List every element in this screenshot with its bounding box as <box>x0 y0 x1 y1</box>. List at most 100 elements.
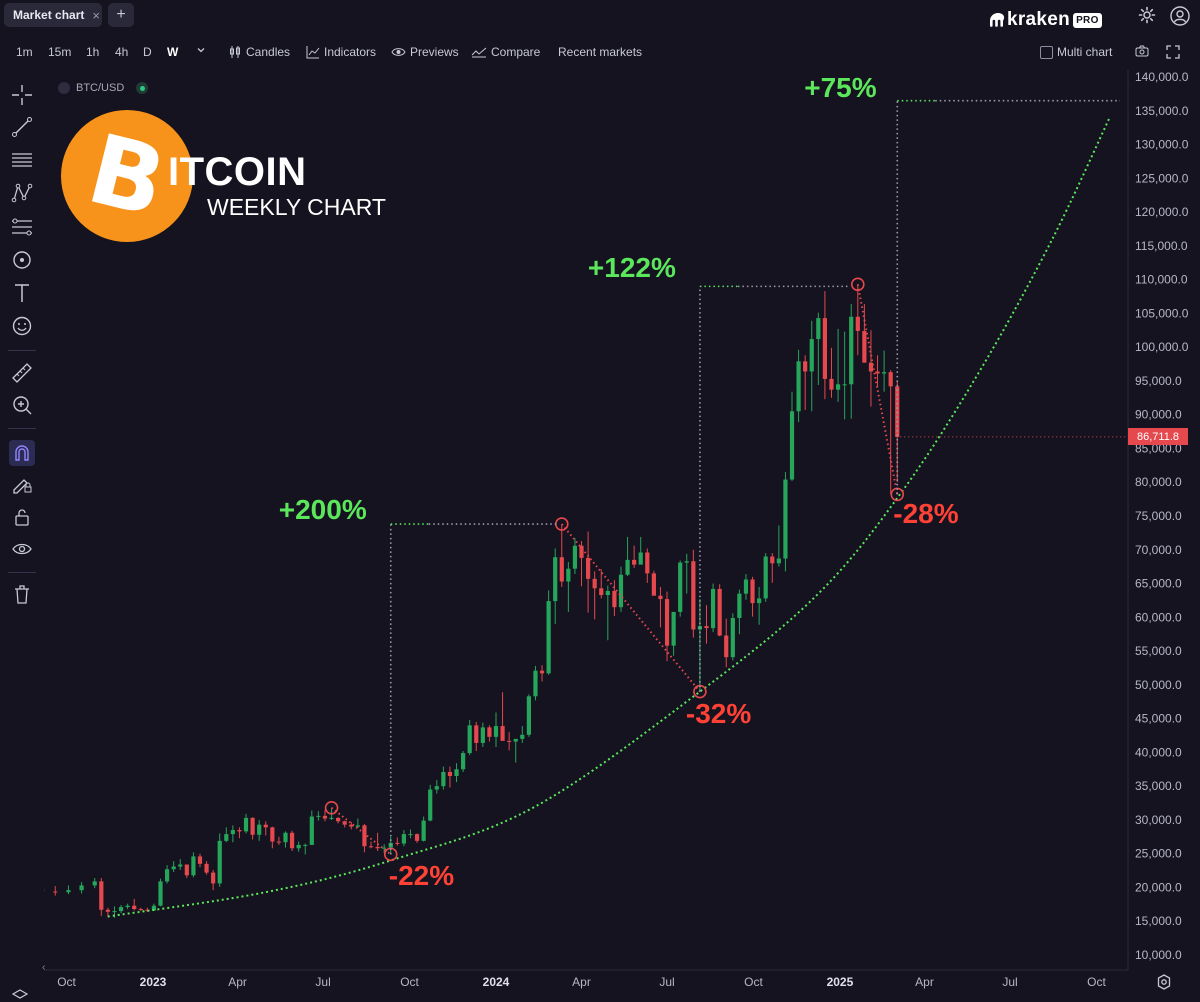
candle-body <box>803 361 808 372</box>
previews-button[interactable]: Previews <box>391 45 459 59</box>
x-tick-label: Jul <box>315 975 330 989</box>
sidebar-divider <box>8 572 36 573</box>
y-tick-label: 80,000.0 <box>1135 475 1182 489</box>
ruler-tool[interactable] <box>11 362 33 384</box>
user-avatar-icon[interactable] <box>1170 6 1190 26</box>
candle-body <box>724 635 729 658</box>
x-tick-label: Jul <box>659 975 674 989</box>
settings-gear-icon[interactable] <box>1138 6 1156 24</box>
drawdown-percent-label: -22% <box>388 860 455 892</box>
candle-body <box>434 786 439 790</box>
shapes-tool[interactable] <box>11 249 33 271</box>
symbol-icon <box>58 82 70 94</box>
candle-body <box>612 590 617 608</box>
symbol-legend: BTC/USD <box>58 80 149 96</box>
candle-body <box>230 830 235 835</box>
candle-body <box>605 590 610 596</box>
y-tick-label: 125,000.0 <box>1135 171 1189 185</box>
zoom-tool[interactable] <box>11 394 33 416</box>
candle-body <box>217 840 222 884</box>
x-tick-label: Apr <box>915 975 934 989</box>
lock-drawings-tool[interactable] <box>11 473 33 495</box>
candle-body <box>382 847 387 849</box>
candle-body <box>789 411 795 480</box>
candle-body <box>421 820 426 841</box>
candle-body <box>599 588 604 596</box>
new-tab-button[interactable]: + <box>108 3 134 27</box>
y-tick-label: 35,000.0 <box>1135 779 1182 793</box>
visibility-tool[interactable] <box>11 538 33 560</box>
candle-body <box>882 372 887 374</box>
timeframe-w[interactable]: W <box>167 45 179 59</box>
compare-button[interactable]: Compare <box>471 45 540 59</box>
candle-body <box>849 316 854 385</box>
fibonacci-tool[interactable] <box>11 216 33 238</box>
candle-body <box>757 598 762 604</box>
recent-markets-button[interactable]: Recent markets <box>558 45 642 59</box>
crosshair-tool[interactable] <box>11 84 33 106</box>
y-tick-label: 50,000.0 <box>1135 678 1182 692</box>
candle-body <box>401 834 407 844</box>
trend-line-icon <box>12 117 32 137</box>
indicators-label: Indicators <box>324 45 377 59</box>
candle-body <box>658 595 663 600</box>
candle-body <box>539 670 545 674</box>
candle-body <box>461 753 466 770</box>
candle-body <box>428 789 433 821</box>
candle-body <box>710 588 716 629</box>
timeframe-d[interactable]: D <box>143 45 152 59</box>
timeframe-15m[interactable]: 15m <box>48 45 72 59</box>
y-tick-label: 135,000.0 <box>1135 104 1189 118</box>
candle-body <box>763 556 768 599</box>
text-tool[interactable] <box>11 282 33 304</box>
candle-body <box>664 599 670 646</box>
tab-close-icon[interactable]: × <box>92 7 100 23</box>
horizontal-lines-tool[interactable] <box>11 149 33 171</box>
screenshot-button[interactable] <box>1135 45 1149 57</box>
scroll-left-icon[interactable]: ‹ <box>42 962 46 973</box>
magnet-icon <box>15 445 29 461</box>
candle-body <box>585 557 591 579</box>
lock-tool[interactable] <box>11 506 33 528</box>
timeframe-1m[interactable]: 1m <box>16 45 33 59</box>
indicators-button[interactable]: Indicators <box>306 45 376 59</box>
candles-label: Candles <box>246 45 291 59</box>
indicators-icon <box>306 46 320 59</box>
timeframe-dropdown[interactable] <box>196 45 206 55</box>
y-tick-label: 100,000.0 <box>1135 340 1189 354</box>
delete-drawings-tool[interactable] <box>11 583 33 605</box>
layers-icon[interactable] <box>12 988 28 1002</box>
tab-market-chart[interactable]: Market chart × <box>4 3 102 27</box>
candle-body <box>342 821 347 825</box>
multi-chart-checkbox[interactable] <box>1040 45 1053 59</box>
candle-body <box>151 905 157 911</box>
candle-body <box>105 909 110 912</box>
candle-body <box>835 384 841 390</box>
timeframe-4h[interactable]: 4h <box>115 45 129 59</box>
support-curve <box>107 117 1111 918</box>
candle-body <box>822 318 828 379</box>
candles-button[interactable]: Candles <box>228 45 290 59</box>
candle-body <box>809 339 814 372</box>
pattern-tool[interactable] <box>11 182 33 204</box>
candle-body <box>816 318 821 340</box>
axis-settings-icon[interactable] <box>1156 974 1172 990</box>
emoji-tool[interactable] <box>11 315 33 337</box>
trend-line-tool[interactable] <box>11 116 33 138</box>
chart-area[interactable]: 10,000.0 15,000.0 20,000.0 25,000.0 30,000.0… <box>44 70 1200 1002</box>
drawdown-line <box>330 806 392 856</box>
drawdown-percent-label: -32% <box>685 697 752 729</box>
candle-body <box>625 559 630 575</box>
candle-body <box>592 578 597 589</box>
price-chart[interactable]: 10,000.0 15,000.0 20,000.0 25,000.0 30,000.0… <box>44 70 1200 1002</box>
fullscreen-button[interactable] <box>1166 45 1180 59</box>
multi-chart-toggle[interactable]: Multi chart <box>1040 45 1112 59</box>
candle-body <box>263 824 268 828</box>
drawdown-line <box>856 284 899 495</box>
candle-body <box>322 815 328 819</box>
candle-body <box>638 552 643 565</box>
magnet-tool[interactable] <box>9 440 35 466</box>
crosshair-icon <box>12 85 32 105</box>
y-tick-label: 40,000.0 <box>1135 745 1182 759</box>
timeframe-1h[interactable]: 1h <box>86 45 100 59</box>
